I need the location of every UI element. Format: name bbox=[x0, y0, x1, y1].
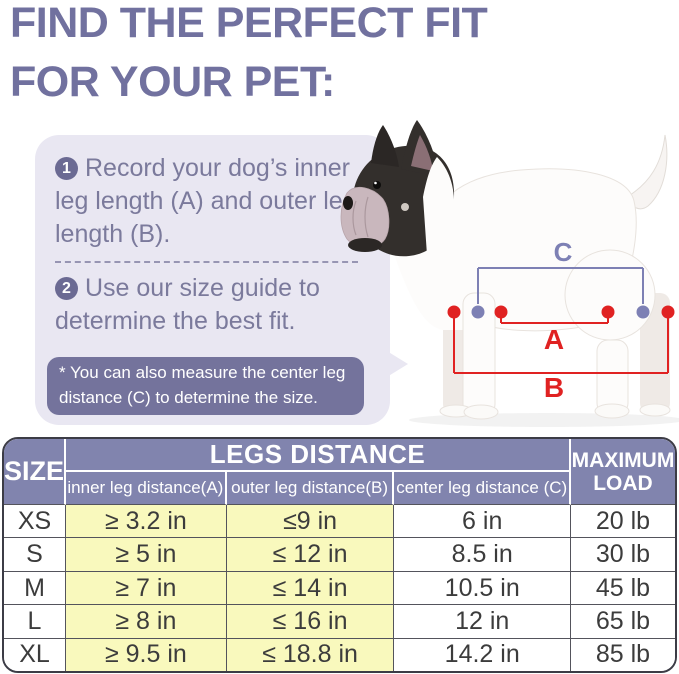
title-line-2: FOR YOUR PET: bbox=[10, 58, 335, 106]
outer-leg-cell: ≤ 16 in bbox=[226, 605, 395, 639]
measure-label-c: C bbox=[554, 237, 573, 267]
size-cell: XL bbox=[4, 638, 67, 671]
size-cell: M bbox=[4, 571, 67, 606]
measure-dot-red bbox=[494, 305, 508, 319]
step-1-text: Record your dog’s inner leg length (A) a… bbox=[55, 154, 357, 248]
column-header-maximum-load: MAXIMUM LOAD bbox=[570, 439, 675, 505]
measure-dot-purple bbox=[636, 305, 650, 319]
measure-label-a: A bbox=[544, 324, 564, 355]
size-cell: L bbox=[4, 605, 67, 639]
subheader-outer-leg-distance: outer leg distance(B) bbox=[226, 472, 395, 505]
bubble-tail-pointer bbox=[382, 348, 408, 380]
max-load-cell: 65 lb bbox=[570, 605, 675, 639]
table-row-xl: XL ≥ 9.5 in ≤ 18.8 in 14.2 in 85 lb bbox=[4, 638, 675, 671]
measure-dot-purple bbox=[471, 305, 485, 319]
center-leg-cell: 10.5 in bbox=[394, 571, 571, 606]
dog-measurement-diagram: C A B bbox=[335, 115, 679, 435]
step-1-number-badge: 1 bbox=[55, 157, 78, 180]
steps-divider bbox=[55, 261, 358, 263]
inner-leg-cell: ≥ 8 in bbox=[66, 605, 227, 639]
dog-illustration: C A B bbox=[340, 120, 679, 427]
subheader-inner-leg-distance: inner leg distance(A) bbox=[66, 472, 227, 505]
size-table: SIZE LEGS DISTANCE MAXIMUM LOAD inner le… bbox=[2, 437, 677, 673]
max-load-cell: 45 lb bbox=[570, 571, 675, 606]
table-row-xs: XS ≥ 3.2 in ≤9 in 6 in 20 lb bbox=[4, 505, 675, 539]
instruction-bubble: 1 Record your dog’s inner leg length (A) … bbox=[35, 135, 408, 425]
step-2-text: Use our size guide to determine the best… bbox=[55, 274, 320, 335]
max-load-cell: 85 lb bbox=[570, 638, 675, 671]
inner-leg-cell: ≥ 7 in bbox=[66, 571, 227, 606]
outer-leg-cell: ≤ 18.8 in bbox=[226, 638, 395, 671]
outer-leg-cell: ≤ 14 in bbox=[226, 571, 395, 606]
table-row-l: L ≥ 8 in ≤ 16 in 12 in 65 lb bbox=[4, 605, 675, 639]
column-header-legs-distance: LEGS DISTANCE bbox=[66, 439, 571, 472]
max-load-cell: 30 lb bbox=[570, 538, 675, 572]
inner-leg-cell: ≥ 9.5 in bbox=[66, 638, 227, 671]
inner-leg-cell: ≥ 5 in bbox=[66, 538, 227, 572]
outer-leg-cell: ≤ 12 in bbox=[226, 538, 395, 572]
size-cell: XS bbox=[4, 505, 67, 539]
dog-figure bbox=[340, 120, 671, 420]
measure-dot-red bbox=[661, 305, 675, 319]
inner-leg-cell: ≥ 3.2 in bbox=[66, 505, 227, 539]
center-leg-cell: 6 in bbox=[394, 505, 571, 539]
measurement-note: * You can also measure the center leg di… bbox=[47, 357, 364, 415]
page-title: FIND THE PERFECT FIT FOR YOUR PET: bbox=[10, 0, 488, 112]
outer-leg-cell: ≤9 in bbox=[226, 505, 395, 539]
measure-bracket-b bbox=[453, 312, 669, 374]
step-2-number-badge: 2 bbox=[55, 277, 78, 300]
table-row-s: S ≥ 5 in ≤ 12 in 8.5 in 30 lb bbox=[4, 538, 675, 572]
dog-head bbox=[340, 120, 455, 257]
center-leg-cell: 14.2 in bbox=[394, 638, 571, 671]
size-cell: S bbox=[4, 538, 67, 572]
measure-bracket-c bbox=[477, 267, 644, 304]
step-1: 1 Record your dog’s inner leg length (A) … bbox=[55, 152, 372, 251]
center-leg-cell: 8.5 in bbox=[394, 538, 571, 572]
measure-dots bbox=[447, 305, 675, 319]
column-header-size: SIZE bbox=[4, 439, 67, 505]
measure-dot-red bbox=[447, 305, 461, 319]
title-line-1: FIND THE PERFECT FIT bbox=[10, 0, 488, 47]
step-2: 2 Use our size guide to determine the bes… bbox=[55, 272, 372, 338]
max-load-cell: 20 lb bbox=[570, 505, 675, 539]
subheader-center-leg-distance: center leg distance (C) bbox=[394, 472, 571, 505]
table-row-m: M ≥ 7 in ≤ 14 in 10.5 in 45 lb bbox=[4, 571, 675, 606]
measure-label-b: B bbox=[544, 372, 564, 403]
measure-dot-red bbox=[601, 305, 615, 319]
center-leg-cell: 12 in bbox=[394, 605, 571, 639]
